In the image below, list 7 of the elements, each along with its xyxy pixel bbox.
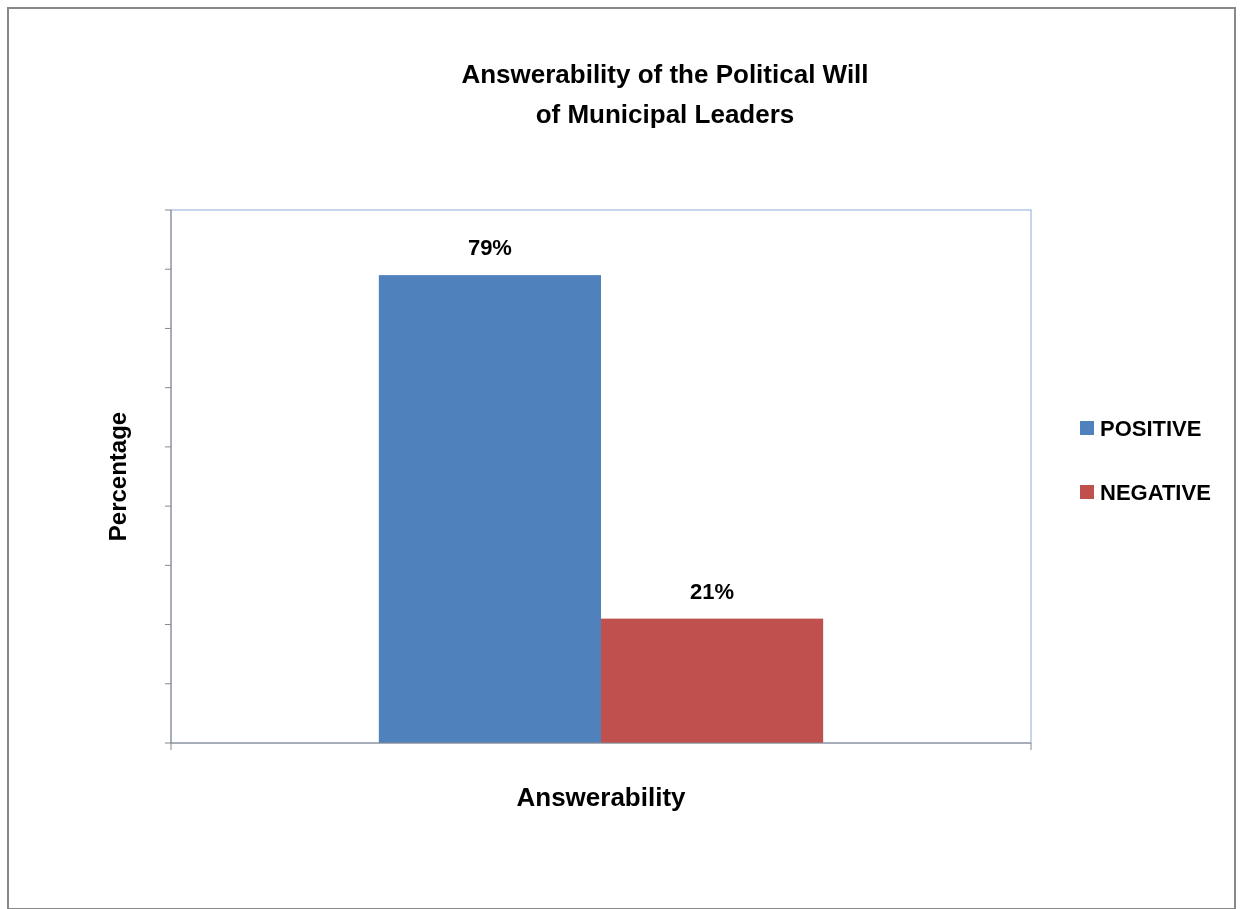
legend-label: POSITIVE (1100, 416, 1202, 441)
chart-title: Answerability of the Political Will of Municipal Leaders (461, 59, 869, 129)
x-axis-title: Answerability (516, 782, 687, 812)
data-label: 79% (467, 235, 512, 261)
y-axis-title: Percentage (104, 411, 131, 542)
data-label: 21% (690, 578, 735, 604)
legend-label: NEGATIVE (1100, 480, 1211, 505)
